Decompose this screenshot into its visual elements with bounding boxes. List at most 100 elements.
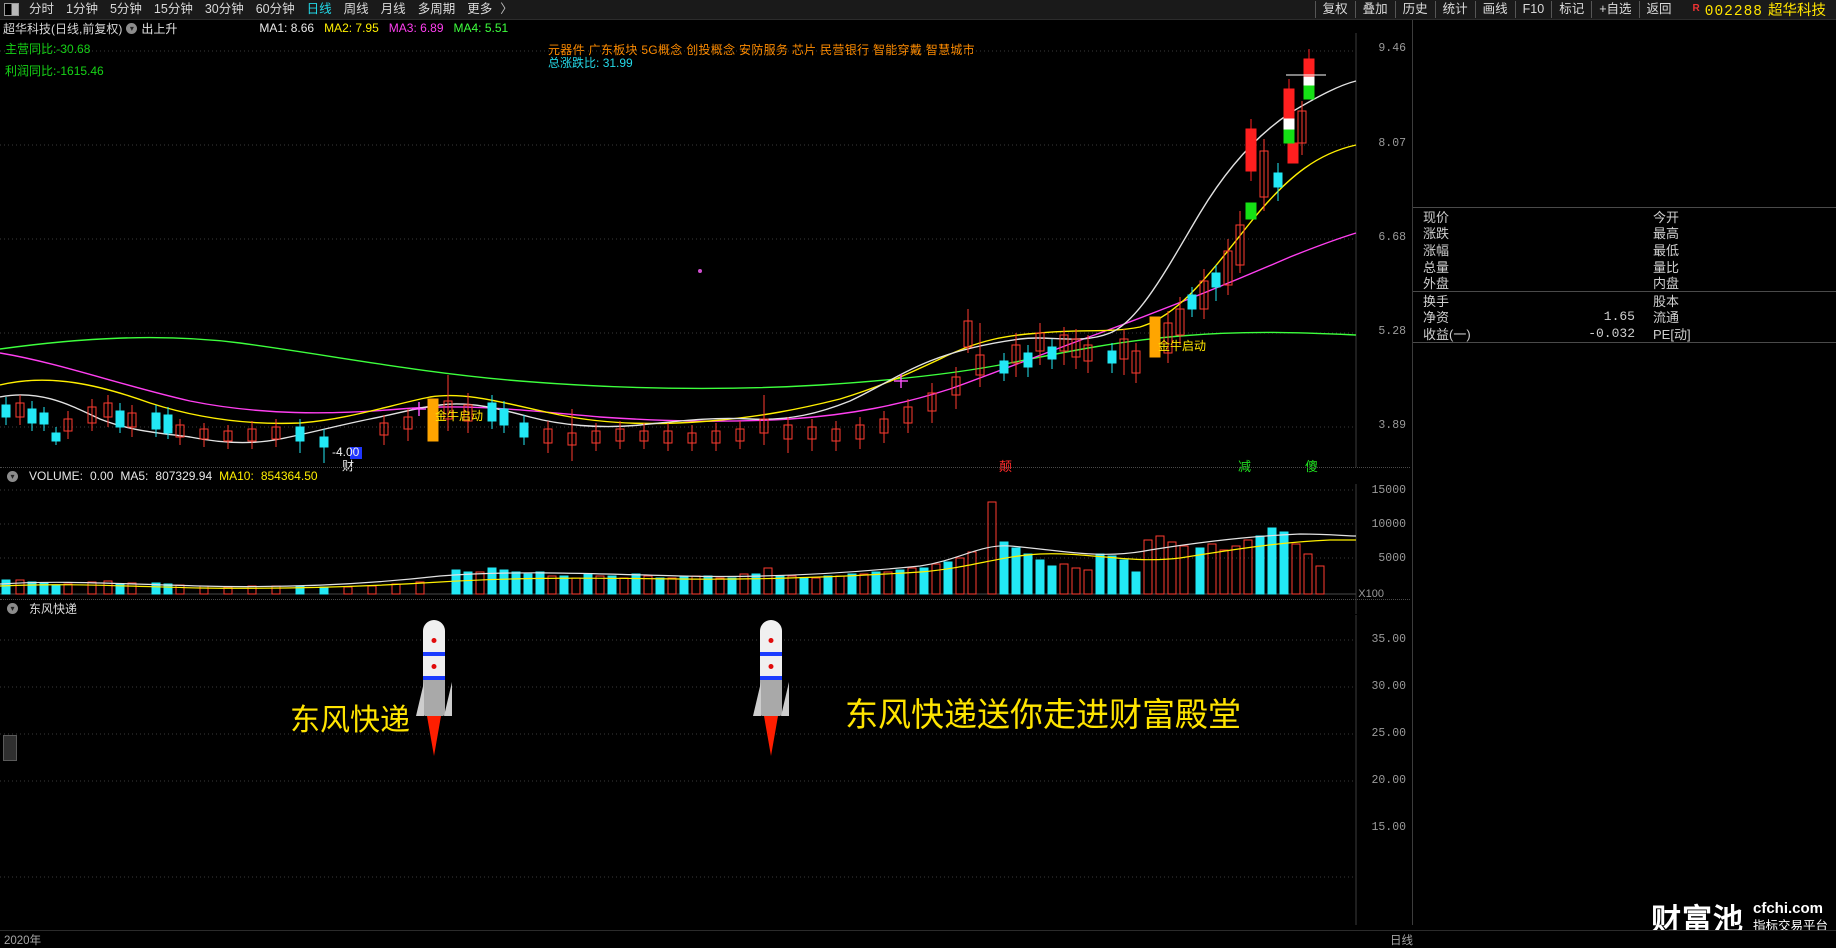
r-flag-icon: R [1692,3,1700,14]
period-tab-multi[interactable]: 多周期 [417,2,456,16]
quote-row-price: 现价 今开 [1413,208,1836,225]
concept-tags[interactable]: 元器件 广东板块 5G概念 创投概念 安防服务 芯片 民营银行 智能穿戴 智慧城… [548,43,975,57]
volume-ytick-2: 5000 [1378,552,1406,565]
profit-yoy-value: -1615.46 [56,64,104,78]
volume-title: VOLUME: [29,469,84,483]
index-title: 东风快递 [29,601,78,616]
period-tab-fenshi[interactable]: 分时 [29,2,55,16]
cross-marker [412,374,908,416]
period-tab-monthly[interactable]: 月线 [380,2,406,16]
quote-label-outer: 外盘 [1423,276,1450,292]
index-y-axis: 35.00 30.00 25.00 20.00 15.00 [1354,615,1410,940]
total-change-value: 31.99 [602,56,633,70]
period-tab-30min[interactable]: 30分钟 [204,2,244,16]
quote-label-eps: 收益(一) [1423,326,1471,342]
ma4-legend: MA4: 5.51 [454,21,509,35]
candlestick-series [1,49,1326,463]
period-tab-5min[interactable]: 5分钟 [109,2,142,16]
button-tongji[interactable]: 统计 [1434,1,1475,18]
profit-yoy: 利润同比:-1615.46 [5,62,104,79]
price-ytick-0: 9.46 [1378,42,1406,55]
chart-stock-title: 超华科技(日线,前复权) [3,21,123,36]
dot-marker [698,269,702,273]
quote-panel: 现价 今开 涨跌 最高 涨幅 最低 总量 量比 [1412,20,1836,925]
quote-label-change: 涨跌 [1423,226,1450,242]
index-dropdown-icon[interactable]: ▾ [7,602,18,614]
button-f10[interactable]: F10 [1514,1,1552,18]
annot-dian: 颠 [999,459,1013,474]
ma2-label: MA2: [324,21,353,35]
ma4-value: 5.51 [484,21,509,35]
annot-jinniu-2: 金牛启动 [1158,339,1207,353]
quote-value-eps: -0.032 [1588,325,1635,341]
quote-label-inner: 内盘 [1653,276,1680,292]
button-back[interactable]: 返回 [1638,1,1679,18]
ma4-line [0,331,1357,390]
revenue-yoy-value: -30.68 [56,42,91,56]
volume-unit-label: X100 [1358,588,1384,600]
revenue-yoy-label: 主营同比: [5,42,57,56]
volume-value: 0.00 [90,469,114,483]
price-ytick-3: 5.28 [1378,325,1406,338]
volume-header: ▾ VOLUME: 0.00 MA5: 807329.94 MA10: 8543… [0,468,318,484]
layout-toggle-icon[interactable] [4,3,19,16]
period-tab-weekly[interactable]: 周线 [343,2,369,16]
stock-code: 002288 [1704,4,1763,20]
period-tab-60min[interactable]: 60分钟 [255,2,295,16]
index-gridlines [0,639,1356,878]
price-ytick-2: 6.68 [1378,231,1406,244]
index-label-main: 东风快递送你走进财富殿堂 [845,696,1241,733]
stock-name: 超华科技 [1768,3,1826,19]
index-ytick-1: 30.00 [1371,680,1406,693]
annot-minus4: -4.00 [332,445,360,459]
blue-marker [350,447,362,459]
button-lishi[interactable]: 历史 [1394,1,1435,18]
period-tab-daily[interactable]: 日线 [306,2,332,16]
annot-sha: 傻 [1305,459,1319,474]
quote-label-pe: PE[动] [1653,326,1691,342]
annot-jinniu-1: 金牛启动 [435,409,484,423]
volume-ytick-0: 15000 [1371,484,1406,497]
ma1-label: MA1: [259,21,288,35]
button-diejia[interactable]: 叠加 [1354,1,1395,18]
chevron-down-icon[interactable]: ▾ [126,22,138,34]
period-tab-15min[interactable]: 15分钟 [153,2,193,16]
ma-legend: MA1: 8.66 MA2: 7.95 MA3: 6.89 MA4: 5.51 [259,21,508,35]
quote-label-price: 现价 [1423,209,1450,225]
quote-label-changepct: 涨幅 [1423,242,1450,258]
volume-dropdown-icon[interactable]: ▾ [7,470,18,482]
volume-pane[interactable]: ▾ VOLUME: 0.00 MA5: 807329.94 MA10: 8543… [0,468,1410,614]
status-date: 2020年 [4,935,42,947]
period-tab-more[interactable]: 更多 [467,2,493,16]
price-chart-pane[interactable]: 金牛启动 金牛启动 -4.00 财 颠 减 傻 9.46 8.07 6.68 5… [0,33,1410,474]
volume-ytick-1: 10000 [1371,518,1406,531]
status-period: 日线 [1390,935,1413,947]
ma2-value: 7.95 [355,21,379,35]
revenue-yoy: 主营同比:-30.68 [5,40,90,57]
price-chart-svg[interactable] [0,33,1410,467]
chevron-right-icon[interactable]: 〉 [500,2,513,16]
button-add-watchlist[interactable]: +自选 [1591,1,1638,18]
volume-chart-svg[interactable] [0,484,1410,614]
volume-ma5-value: 807329.94 [155,469,213,483]
quote-label-netasset: 净资 [1423,310,1450,326]
watermark-sub: 指标交易平台 [1752,918,1828,933]
indicator-name[interactable]: 出上升 [141,21,178,36]
vertical-scroll-handle[interactable] [3,735,17,761]
button-huaxian[interactable]: 画线 [1474,1,1515,18]
button-biaoji[interactable]: 标记 [1551,1,1591,18]
period-tab-1min[interactable]: 1分钟 [66,2,98,16]
profit-yoy-label: 利润同比: [5,64,57,78]
quote-row-changepct: 涨幅 最低 [1413,241,1836,258]
quote-label-low: 最低 [1653,242,1680,258]
index-pane[interactable]: ▾ 东风快递 [0,600,1410,925]
price-ytick-1: 8.07 [1378,137,1406,150]
index-chart-svg[interactable] [0,615,1410,925]
quote-row-outer: 外盘 内盘 [1413,274,1836,292]
status-bar: 2020年 日线 [0,930,1836,947]
volume-ma10-line [0,539,1356,589]
chart-info-bar: 超华科技(日线,前复权) ▾ 出上升 MA1: 8.66 MA2: 7.95 M… [0,20,1410,36]
button-fuquan[interactable]: 复权 [1314,1,1355,18]
quote-row-eps: 收益(一) -0.032 PE[动] [1413,325,1836,343]
